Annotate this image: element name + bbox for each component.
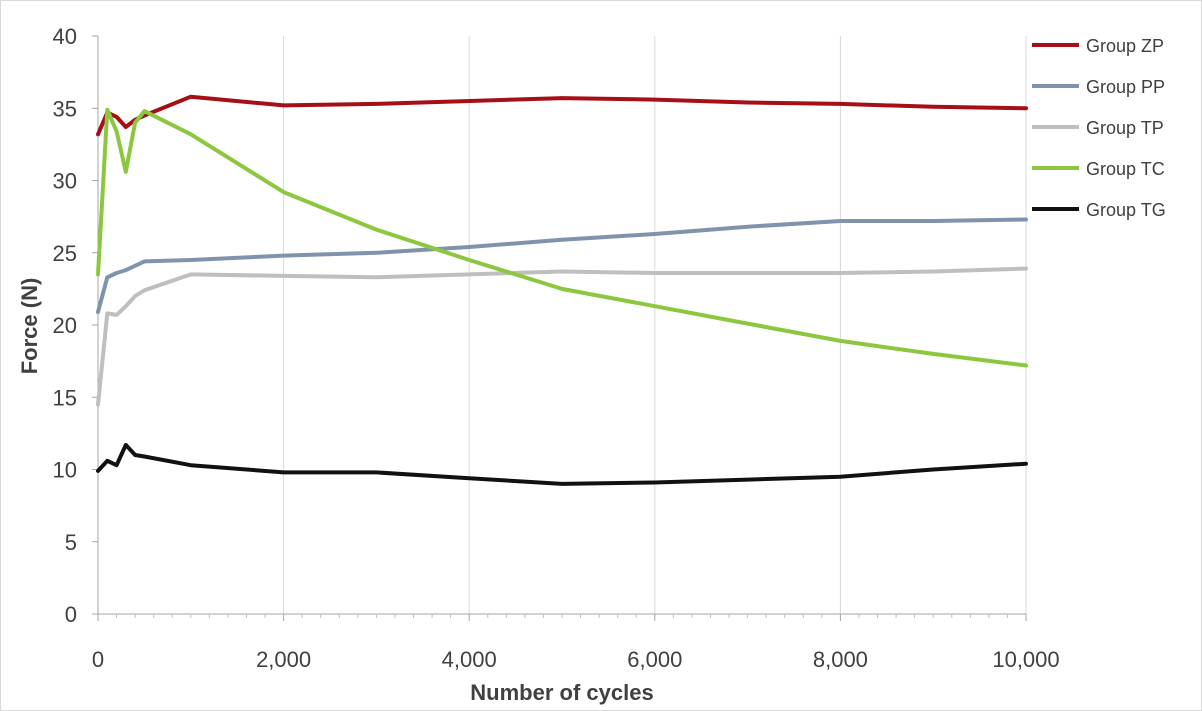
series-line-group-tc [96, 107, 1028, 368]
x-tick-label: 0 [92, 647, 104, 672]
x-tick-label: 6,000 [627, 647, 682, 672]
y-tick-label: 0 [65, 602, 77, 627]
y-tick-label: 20 [53, 313, 77, 338]
y-tick-label: 40 [53, 24, 77, 49]
y-tick-label: 35 [53, 96, 77, 121]
x-tick-label: 4,000 [442, 647, 497, 672]
gridlines [97, 36, 1027, 614]
y-axis-title: Force (N) [17, 278, 42, 375]
y-tick-label: 25 [53, 241, 77, 266]
legend: Group ZP Group PP Group TP Group TC Group TG [1032, 36, 1166, 220]
axes: 0 5 10 15 20 25 30 35 40 0 2,000 4,000 6,000 8,000 10,… [53, 24, 1060, 672]
legend-label: Group TG [1086, 200, 1166, 220]
y-tick-label: 15 [53, 385, 77, 410]
series-line-group-zp [96, 94, 1028, 137]
y-tick-label: 30 [53, 169, 77, 194]
legend-label: Group PP [1086, 77, 1165, 97]
x-tick-label: 2,000 [256, 647, 311, 672]
x-axis-title: Number of cycles [470, 680, 653, 705]
legend-label: Group TP [1086, 118, 1164, 138]
y-tick-label: 5 [65, 530, 77, 555]
series-line-group-tp [96, 266, 1028, 407]
series-lines [96, 94, 1028, 486]
legend-label: Group ZP [1086, 36, 1164, 56]
series-line-group-pp [96, 217, 1028, 314]
x-tick-label: 8,000 [813, 647, 868, 672]
legend-label: Group TC [1086, 159, 1165, 179]
y-tick-label: 10 [53, 458, 77, 483]
series-line-group-tg [96, 442, 1028, 486]
x-tick-label: 10,000 [992, 647, 1059, 672]
